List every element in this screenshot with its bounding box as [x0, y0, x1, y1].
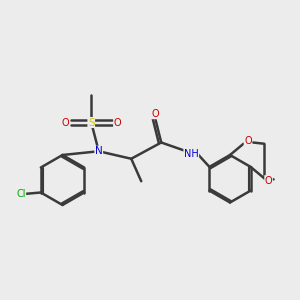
Text: O: O — [61, 118, 69, 128]
Text: S: S — [88, 118, 94, 128]
Text: NH: NH — [184, 149, 199, 159]
Text: Cl: Cl — [16, 189, 26, 199]
Text: O: O — [114, 118, 121, 128]
Text: O: O — [151, 109, 159, 119]
Text: O: O — [265, 176, 272, 186]
Text: N: N — [95, 146, 103, 156]
Text: O: O — [244, 136, 252, 146]
